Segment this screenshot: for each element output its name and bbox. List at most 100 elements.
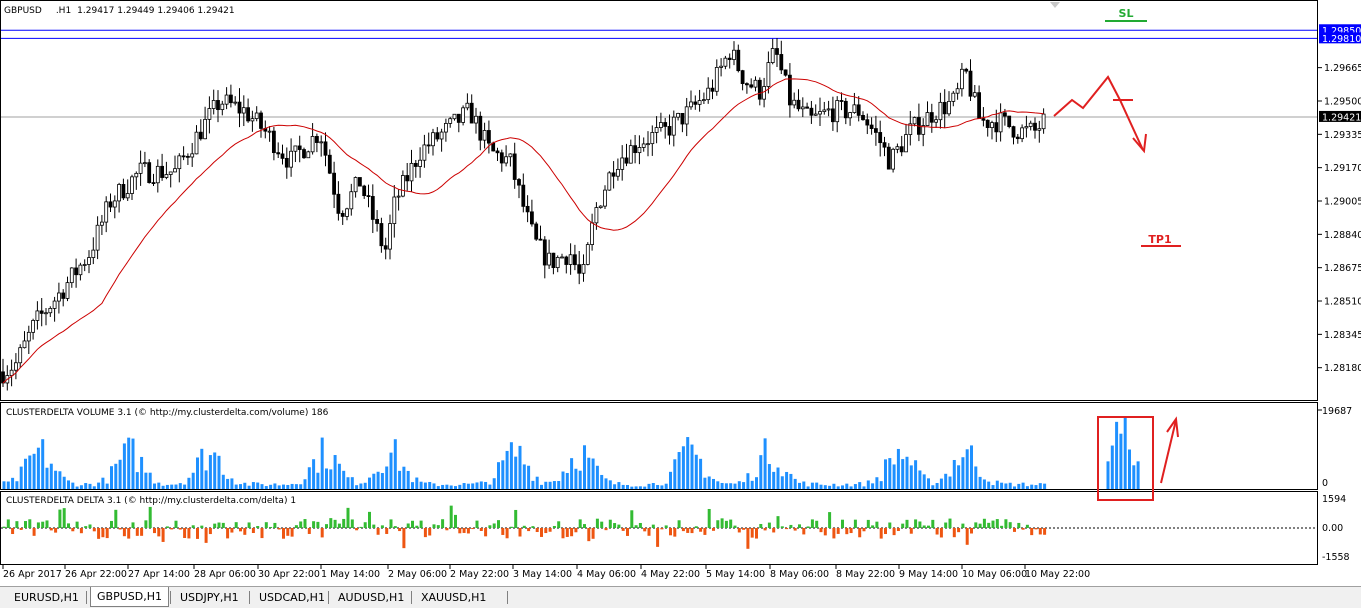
tab-gbpusd-h1[interactable]: GBPUSD,H1 (90, 587, 169, 607)
delta-bar-positive (634, 525, 638, 528)
delta-bar-positive (767, 522, 771, 528)
volume-bar (647, 483, 651, 489)
volume-bar (196, 457, 199, 489)
candle (203, 106, 208, 140)
delta-bar-negative (763, 528, 767, 531)
volume-bar (445, 484, 449, 489)
candle (280, 144, 285, 165)
delta-bar-negative (170, 528, 174, 530)
volume-bar (965, 449, 969, 489)
delta-bar-negative (187, 528, 191, 539)
candle (241, 95, 246, 127)
delta-bar-negative (230, 528, 234, 533)
scroll-marker-icon[interactable] (1050, 2, 1060, 8)
delta-bar-positive (853, 519, 857, 528)
volume-bar (191, 472, 195, 489)
candle (250, 110, 255, 132)
volume-bars (2, 417, 1140, 489)
delta-bar-negative (626, 528, 629, 536)
candle (228, 84, 233, 108)
time-tick-label: 4 May 22:00 (641, 569, 700, 580)
delta-bar-positive (350, 519, 354, 528)
delta-bar-negative (643, 528, 647, 532)
candle (13, 353, 18, 380)
delta-bar-negative (49, 528, 53, 531)
annotation-sl: SL (1105, 7, 1147, 22)
candle (908, 110, 913, 146)
candle (641, 137, 646, 152)
tab-usdcad-h1[interactable]: USDCAD,H1 (259, 591, 325, 604)
candle (835, 96, 840, 133)
delta-bar-negative (505, 528, 509, 539)
volume-bar (939, 478, 943, 489)
volume-bar (294, 484, 298, 489)
delta-bars (2, 505, 1047, 549)
candle (392, 185, 397, 238)
delta-bar-positive (329, 518, 333, 528)
volume-bar (475, 482, 479, 489)
delta-bar-negative (385, 528, 389, 534)
volume-bar (466, 483, 470, 489)
volume-highlight-box (1097, 416, 1154, 501)
candle (994, 109, 999, 143)
delta-bar-negative (307, 528, 311, 534)
candle (431, 128, 435, 156)
delta-bar-positive (67, 523, 70, 528)
volume-bar (995, 480, 999, 489)
tab-usdjpy-h1[interactable]: USDJPY,H1 (180, 591, 239, 604)
volume-bar (548, 481, 552, 489)
volume-bar (617, 482, 621, 489)
delta-bar-positive (131, 522, 135, 528)
volume-bar (398, 470, 402, 489)
price-level-label: 1.29850 (1322, 26, 1361, 37)
candle (693, 95, 698, 110)
candle (482, 122, 487, 149)
tab-xauusd-h1[interactable]: XAUUSD,H1 (421, 591, 487, 604)
time-tick-label: 26 Apr 22:00 (65, 569, 127, 580)
candle (689, 90, 693, 110)
volume-bar (608, 480, 612, 489)
delta-bar-positive (871, 525, 875, 528)
volume-arrow-shaft (1160, 419, 1177, 484)
volume-bar (153, 483, 156, 489)
delta-bar-positive (509, 526, 513, 528)
candle (181, 146, 186, 161)
volume-bar (462, 483, 466, 489)
volume-bar (239, 484, 242, 489)
candle (719, 58, 723, 77)
volume-bar (1123, 417, 1127, 489)
delta-bar-positive (62, 508, 66, 528)
candle (112, 195, 117, 219)
tab-audusd-h1[interactable]: AUDUSD,H1 (338, 591, 405, 604)
candle (504, 145, 509, 167)
candle (100, 214, 104, 236)
candle (302, 147, 306, 159)
delta-bar-positive (24, 521, 27, 528)
time-tick-label: 2 May 22:00 (450, 569, 509, 580)
volume-bar (557, 481, 561, 489)
volume-bar (1013, 486, 1016, 489)
volume-bar (243, 482, 247, 489)
delta-bar-positive (337, 523, 341, 528)
delta-bar-positive (359, 526, 363, 528)
tab-eurusd-h1[interactable]: EURUSD,H1 (14, 591, 79, 604)
volume-bar (312, 459, 316, 489)
delta-bar-positive (982, 518, 986, 528)
delta-bar-positive (393, 526, 397, 528)
volume-bar (88, 483, 92, 489)
candle (422, 134, 427, 168)
volume-bar (24, 458, 27, 489)
price-level-lines (1, 29, 1317, 118)
candle (585, 242, 590, 266)
delta-bar-positive (234, 522, 238, 528)
time-tick-label: 9 May 14:00 (899, 569, 958, 580)
volume-bar (574, 468, 578, 489)
candle (874, 115, 878, 146)
candle (74, 258, 78, 288)
volume-bar (884, 459, 887, 489)
volume-bar (11, 477, 15, 489)
delta-bar-positive (454, 514, 457, 528)
volume-bar (200, 448, 204, 489)
delta-bar-negative (793, 528, 797, 531)
